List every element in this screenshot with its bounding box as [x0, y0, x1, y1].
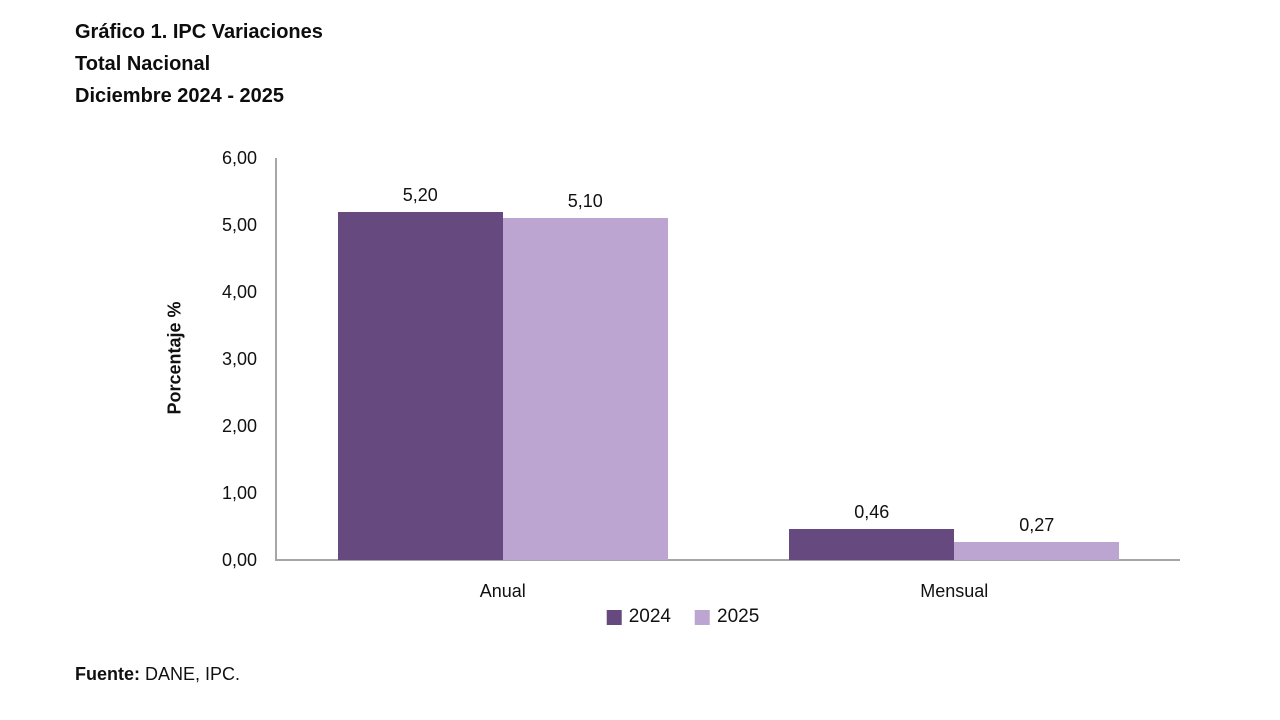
legend-swatch-icon: [695, 609, 710, 625]
chart-title-line-1: Gráfico 1. IPC Variaciones: [75, 21, 323, 43]
legend-label: 2024: [628, 606, 671, 627]
x-axis-line: [275, 559, 1180, 561]
legend-item-2025: 2025: [695, 606, 759, 628]
y-axis-tick-label: 0,00: [221, 550, 257, 570]
bar-value-label: 5,10: [567, 191, 603, 212]
x-axis-category-label: Anual: [479, 581, 526, 601]
legend-item-2024: 2024: [606, 606, 671, 628]
chart-title: Gráfico 1. IPC Variaciones Total Naciona…: [75, 16, 323, 112]
y-axis-tick-label: 5,00: [221, 215, 257, 235]
y-axis-line: [275, 158, 277, 561]
chart-title-line-3: Diciembre 2024 - 2025: [75, 85, 285, 107]
y-axis-tick-label: 6,00: [221, 148, 257, 168]
y-axis-tick-label: 3,00: [221, 349, 257, 369]
legend: 2024 2025: [606, 606, 759, 628]
x-axis-category-label: Mensual: [920, 581, 989, 601]
bar-value-label: 0,46: [854, 502, 890, 523]
source-note-text: DANE, IPC.: [140, 664, 241, 684]
bar-2024-anual: [337, 211, 503, 560]
source-note-label: Fuente:: [75, 664, 140, 684]
bar-2025-anual: [502, 218, 668, 560]
y-axis-tick-label: 1,00: [221, 483, 257, 503]
bar-2024-mensual: [789, 529, 955, 560]
legend-swatch-icon: [606, 609, 622, 625]
y-axis-tick-label: 4,00: [221, 282, 257, 302]
legend-label: 2025: [717, 606, 760, 627]
bar-value-label: 0,27: [1019, 514, 1055, 535]
y-axis-tick-label: 2,00: [221, 416, 257, 436]
bar-value-label: 5,20: [402, 184, 438, 205]
source-note: Fuente: DANE, IPC.: [75, 664, 240, 685]
chart-title-line-2: Total Nacional: [75, 53, 211, 75]
bar-2025-mensual: [954, 541, 1120, 560]
